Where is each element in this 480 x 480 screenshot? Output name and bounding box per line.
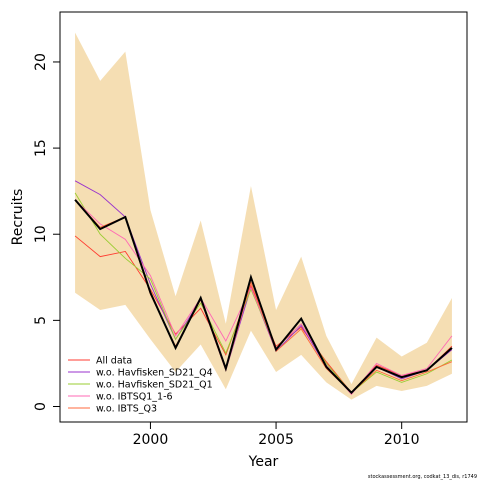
x-axis: 2000 2005 2010 [133,422,420,448]
legend-label: All data [96,356,132,367]
legend-label: w.o. IBTS_Q3 [96,404,157,415]
x-tick-label: 2010 [384,432,420,448]
y-tick-label: 20 [33,53,49,71]
footnote: stockassessment.org, codkat_13_dis, r174… [368,474,477,480]
plot-frame [59,11,468,423]
legend-label: w.o. IBTSQ1_1-6 [96,392,173,403]
y-axis: 0 5 10 15 20 [33,53,60,411]
base-series-line [74,199,453,395]
base-series-layer [74,199,453,395]
x-tick-label: 2000 [133,432,169,448]
x-axis-title: Year [248,454,279,470]
legend-label: w.o. Havfisken_SD21_Q1 [96,380,213,391]
confidence-band-layer [75,32,452,400]
legend-label: w.o. Havfisken_SD21_Q4 [96,368,213,379]
y-tick-label: 0 [33,402,49,411]
y-tick-label: 10 [33,225,49,243]
y-axis-title: Recruits [10,189,26,246]
y-tick-label: 5 [33,316,49,325]
y-tick-label: 15 [33,139,49,157]
x-tick-label: 2005 [258,432,294,448]
confidence-band [75,32,452,400]
